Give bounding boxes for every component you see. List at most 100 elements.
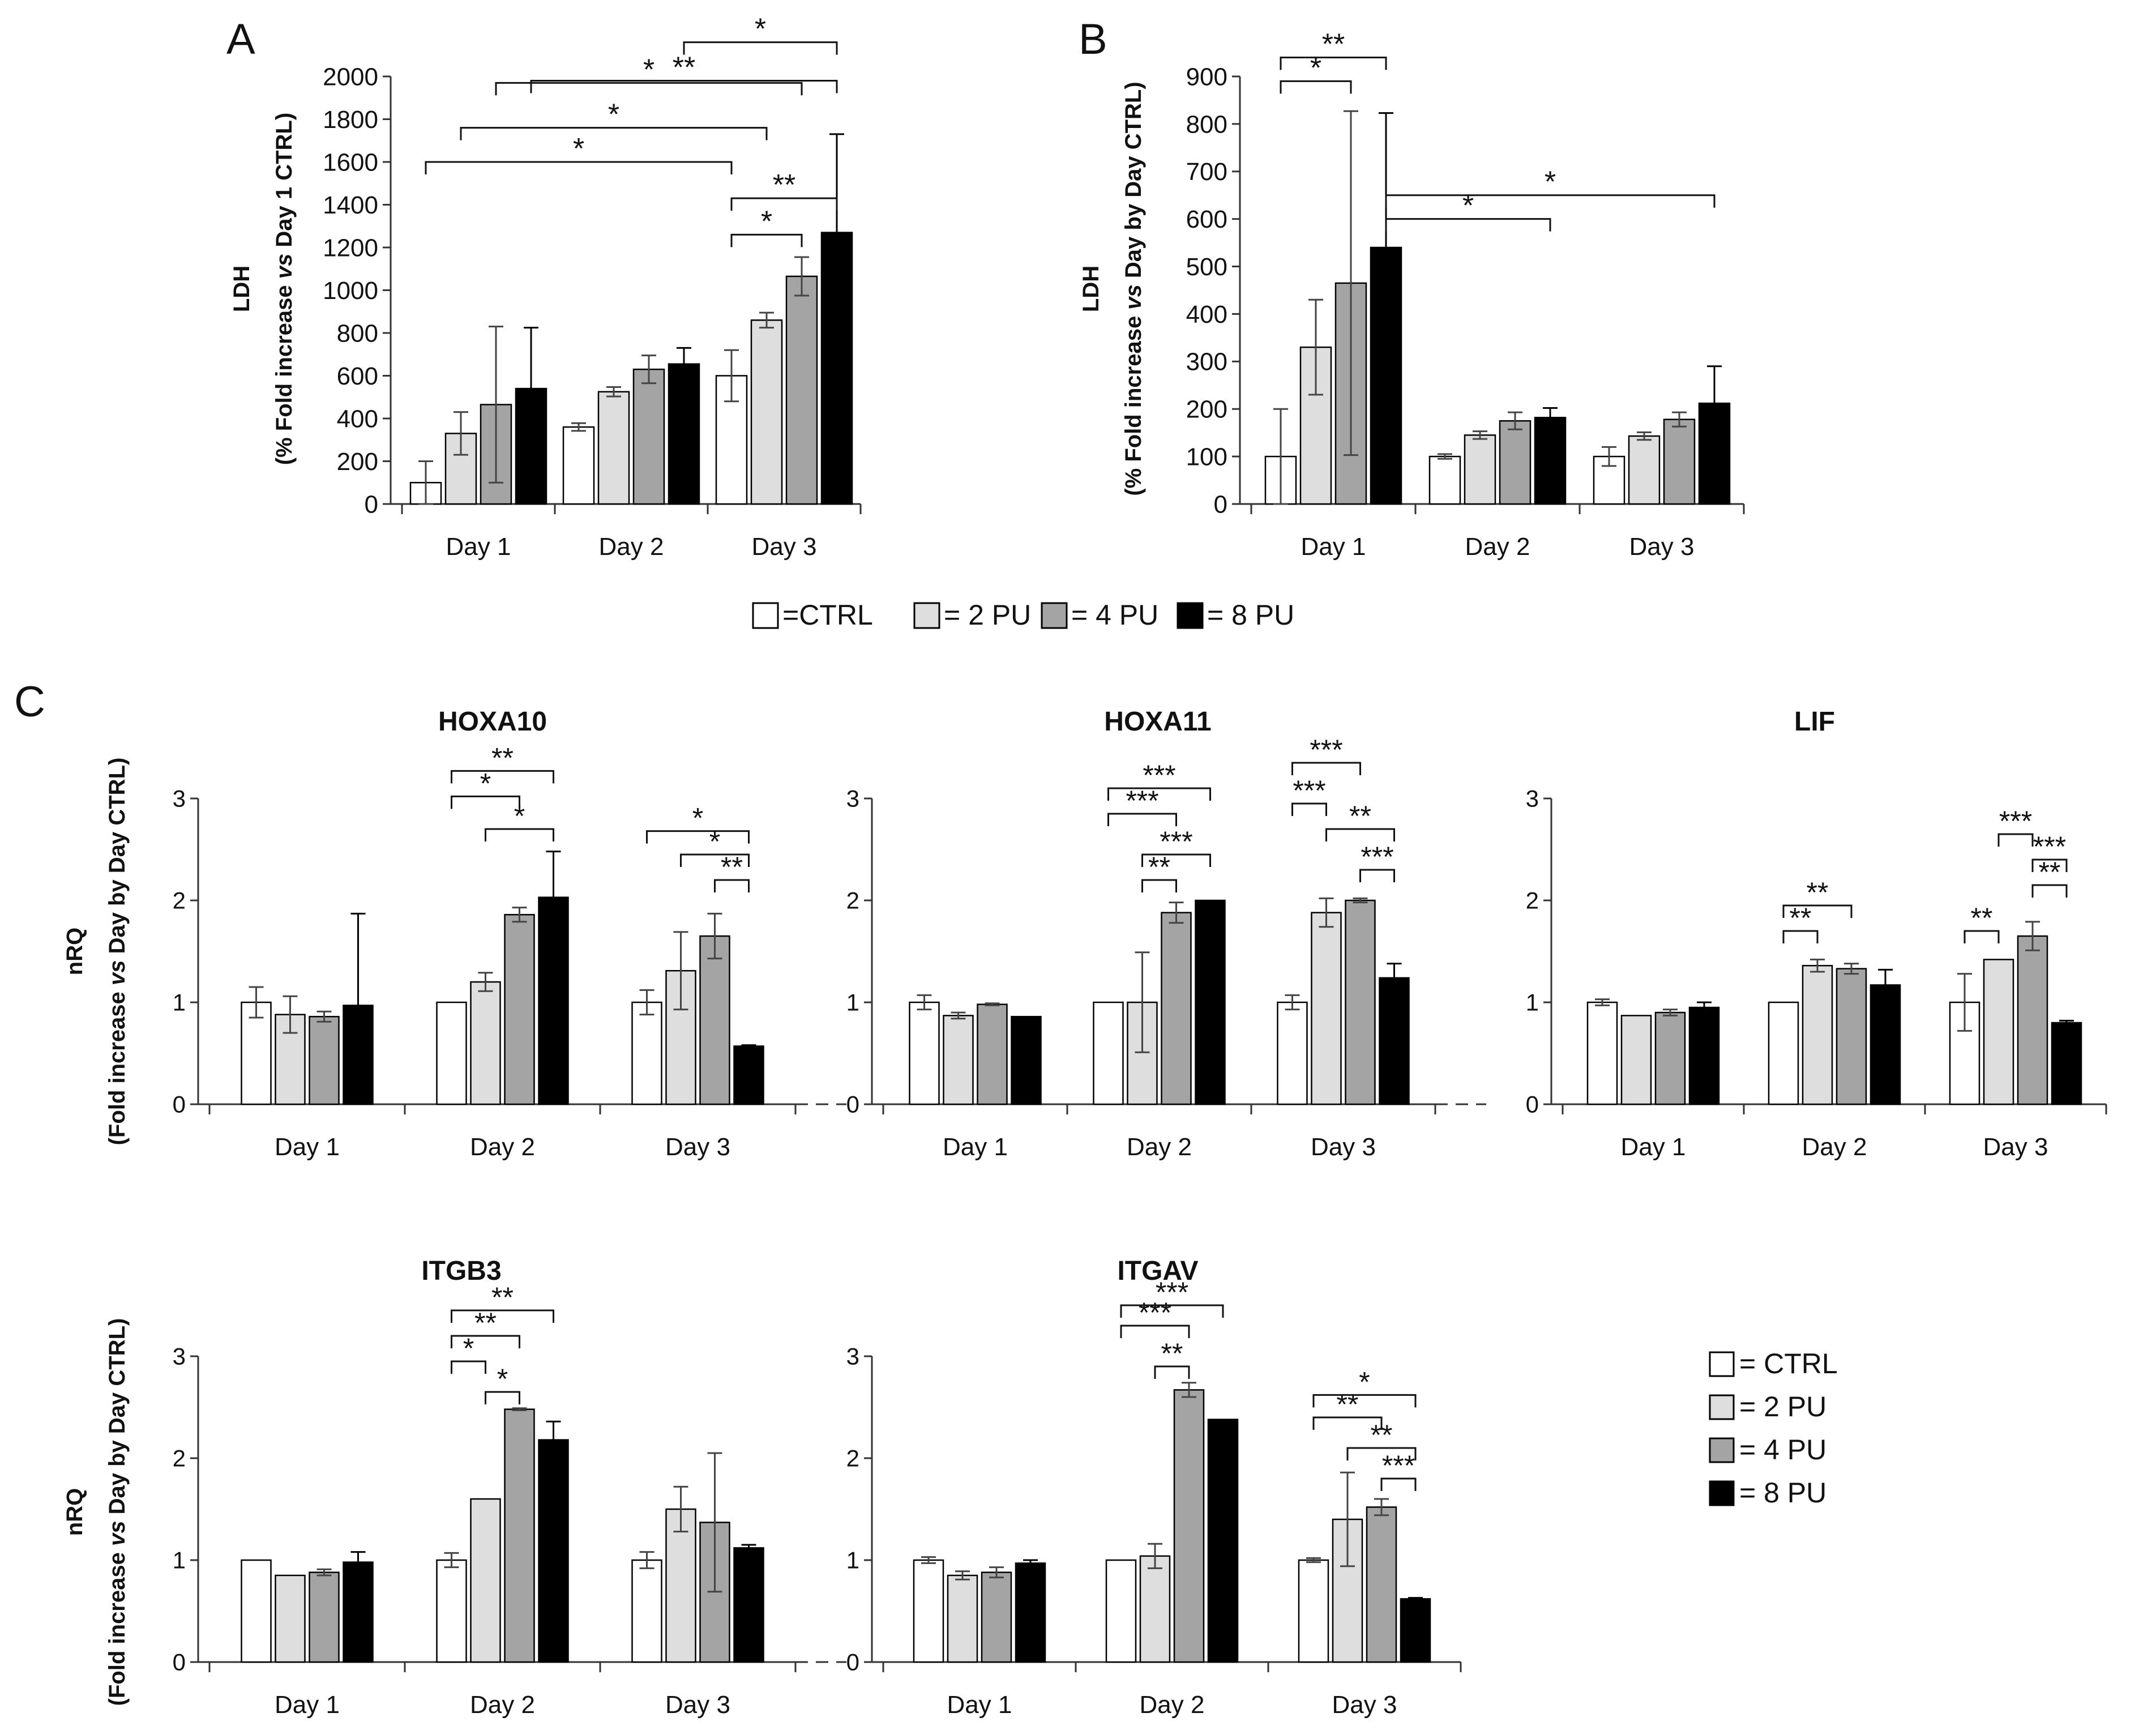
- y-axis-sublabel-part: Day 1 CTRL): [272, 113, 297, 254]
- x-tick-label: Day 1: [446, 533, 511, 561]
- y-tick-label: 3: [1526, 785, 1539, 812]
- x-tick-label: Day 2: [1127, 1133, 1192, 1161]
- bar-4-pu: [1663, 418, 1696, 505]
- significance-bracket: [1380, 1477, 1417, 1491]
- y-tick-label: 2: [1526, 887, 1539, 914]
- y-axis-sublabel: (% Fold increase vs Day 1 CTRL): [272, 113, 297, 465]
- chart-title: LIF: [1794, 707, 1835, 737]
- legend-swatch-2-pu: [1709, 1394, 1735, 1420]
- x-tick-label: Day 3: [752, 533, 817, 561]
- significance-label: **: [474, 1307, 497, 1339]
- legend-swatch-ctrl: [1709, 1351, 1735, 1377]
- y-tick-label: 3: [173, 1343, 186, 1370]
- y-tick-label: 1: [173, 989, 186, 1016]
- significance-bracket: [730, 197, 838, 211]
- significance-bracket: [485, 828, 554, 841]
- significance-bracket: [451, 795, 520, 809]
- chart-panel-b: 0 100 200 300 400 500 600 700 800 900 Day 1 Day 2 Da…: [1079, 15, 1745, 561]
- legend-label: = 4 PU: [1739, 1434, 1826, 1466]
- bar-2-pu: [1139, 1555, 1171, 1663]
- y-tick-label: 700: [1186, 158, 1227, 186]
- legend-swatch-2-pu: [913, 602, 940, 629]
- bar-2-pu: [1311, 912, 1342, 1105]
- y-tick-label: 1600: [323, 148, 378, 176]
- legend-label: = CTRL: [1739, 1348, 1838, 1379]
- bar-2-pu: [275, 1574, 306, 1663]
- y-axis-sublabel-part: Day by Day CTRL): [105, 758, 130, 960]
- significance-label: **: [1349, 800, 1371, 832]
- significance-label: *: [643, 53, 654, 86]
- bar-2-pu: [1802, 964, 1833, 1105]
- legend-swatch-8-pu: [1709, 1480, 1735, 1506]
- y-tick-label: 2: [846, 887, 859, 914]
- x-tick-label: Day 3: [1311, 1133, 1376, 1161]
- significance-bracket: [451, 1360, 486, 1374]
- bar-8-pu: [1379, 977, 1410, 1105]
- y-tick-label: 900: [1186, 63, 1227, 91]
- significance-label: *: [480, 767, 491, 799]
- significance-label: *: [497, 1363, 508, 1395]
- bar-2-pu: [1464, 434, 1496, 505]
- bar-2-pu: [665, 1508, 696, 1663]
- bar-ctrl: [631, 1559, 662, 1663]
- significance-bracket: [530, 80, 838, 93]
- bar-8-pu: [1011, 1015, 1042, 1105]
- significance-label: **: [2039, 856, 2061, 888]
- significance-label: **: [1148, 851, 1170, 883]
- y-tick-label: 100: [1186, 443, 1227, 471]
- y-tick-label: 1000: [323, 277, 378, 305]
- bar-2-pu: [750, 319, 783, 505]
- bar-4-pu: [632, 368, 665, 505]
- x-tick-label: Day 3: [1629, 533, 1695, 561]
- bar-8-pu: [1015, 1562, 1046, 1663]
- x-tick-label: Day 1: [947, 1691, 1012, 1719]
- significance-label: *: [463, 1332, 474, 1364]
- x-tick-label: Day 1: [275, 1691, 340, 1719]
- y-axis-sublabel-part: Day by Day CTRL): [1121, 82, 1146, 284]
- bar-ctrl: [1277, 1001, 1308, 1105]
- y-tick-label: 0: [846, 1649, 859, 1676]
- significance-label: ***: [1361, 841, 1393, 873]
- bar-ctrl: [241, 1559, 272, 1663]
- y-axis-sublabel-part: Day by Day CTRL): [105, 1318, 130, 1521]
- x-tick-label: Day 1: [1621, 1133, 1686, 1161]
- bar-2-pu: [943, 1015, 974, 1105]
- bar-2-pu: [947, 1574, 978, 1663]
- significance-label: **: [773, 169, 795, 202]
- bar-8-pu: [668, 363, 700, 505]
- bar-8-pu: [1400, 1598, 1431, 1663]
- bar-4-pu: [981, 1571, 1012, 1663]
- y-tick-label: 2: [173, 887, 186, 914]
- y-tick-label: 2: [846, 1445, 859, 1472]
- legend-right: = CTRL = 2 PU = 4 PU = 8 PU: [1709, 1348, 1838, 1509]
- bar-ctrl: [1093, 1001, 1124, 1105]
- bar-2-pu: [1620, 1015, 1652, 1105]
- bar-4-pu: [1836, 968, 1867, 1105]
- x-tick-label: Day 3: [1332, 1691, 1397, 1719]
- significance-bracket: [1359, 869, 1395, 882]
- y-axis-label: LDH: [1079, 266, 1103, 312]
- bar-2-pu: [1628, 435, 1661, 505]
- y-tick-label: 0: [1214, 490, 1227, 518]
- legend-label: =CTRL: [782, 599, 873, 631]
- significance-label: *: [514, 800, 525, 832]
- legend-swatch-ctrl: [752, 602, 779, 629]
- legend-label: = 8 PU: [1739, 1477, 1826, 1509]
- significance-label: ***: [1999, 805, 2032, 837]
- y-tick-label: 0: [365, 490, 378, 518]
- significance-label: **: [1337, 1389, 1359, 1420]
- significance-bracket: [451, 770, 554, 784]
- y-tick-label: 800: [1186, 110, 1227, 138]
- y-axis-sublabel-part: vs: [272, 254, 297, 279]
- significance-bracket: [683, 41, 838, 55]
- y-axis-label: nRQ: [62, 1488, 87, 1536]
- significance-bracket: [1120, 1304, 1224, 1318]
- x-tick-label: Day 1: [1301, 533, 1366, 561]
- bar-8-pu: [1688, 1006, 1720, 1105]
- significance-label: **: [1371, 1419, 1393, 1451]
- legend-swatch-4-pu: [1709, 1437, 1735, 1463]
- y-tick-label: 2000: [323, 63, 378, 91]
- significance-label: *: [761, 205, 772, 238]
